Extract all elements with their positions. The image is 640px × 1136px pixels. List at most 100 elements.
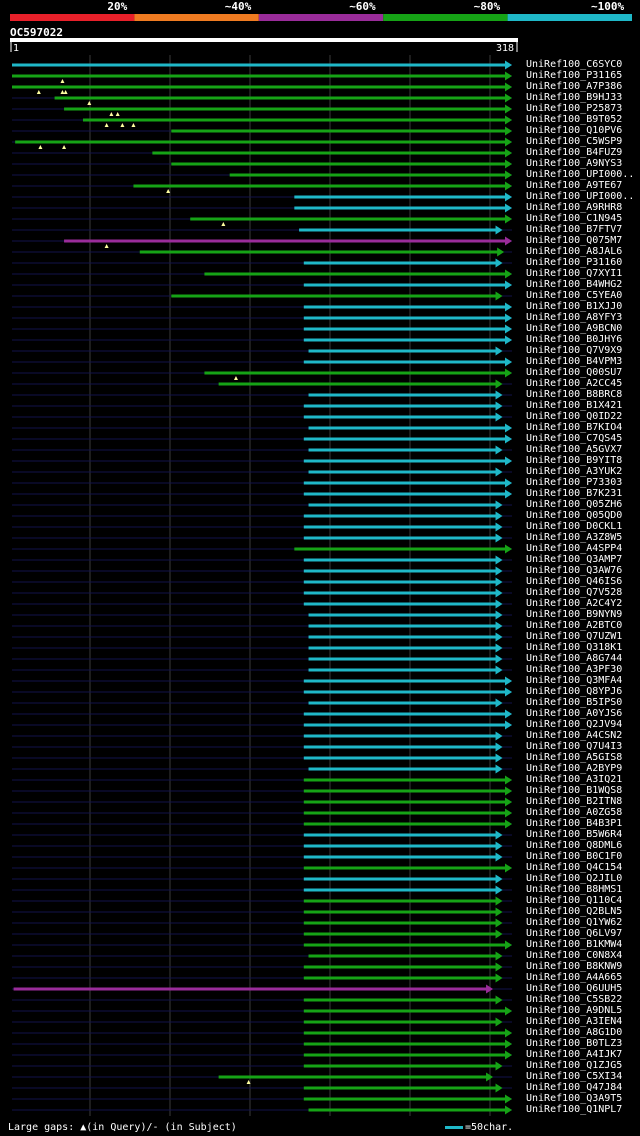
hit-label[interactable]: UniRef100_A3IEN4 (526, 1016, 623, 1027)
hit-label[interactable]: UniRef100_A3Z8W5 (526, 532, 623, 543)
hit-label[interactable]: UniRef100_B9T052 (526, 114, 623, 125)
hit-row-79[interactable] (12, 929, 512, 939)
hit-row-93[interactable] (12, 1083, 512, 1093)
hit-row-26[interactable] (12, 346, 512, 356)
hit-label[interactable]: UniRef100_Q4C154 (526, 862, 623, 873)
hit-label[interactable]: UniRef100_A8YFY3 (526, 312, 623, 323)
hit-label[interactable]: UniRef100_Q10PV6 (526, 125, 623, 136)
hit-row-95[interactable] (12, 1105, 512, 1115)
hit-row-75[interactable] (12, 885, 512, 895)
hit-label[interactable]: UniRef100_B8KNW9 (526, 961, 623, 972)
hit-label[interactable]: UniRef100_Q46IS6 (526, 576, 623, 587)
hit-label[interactable]: UniRef100_B8BRC8 (526, 389, 623, 400)
hit-row-5[interactable] (12, 115, 512, 128)
hit-row-50[interactable] (12, 610, 512, 620)
hit-label[interactable]: UniRef100_Q3MFA4 (526, 675, 623, 686)
hit-row-33[interactable] (12, 423, 512, 433)
hit-label[interactable]: UniRef100_A0YJS6 (526, 708, 623, 719)
hit-label[interactable]: UniRef100_A9RHR8 (526, 202, 623, 213)
hit-label[interactable]: UniRef100_Q1YW62 (526, 917, 623, 928)
hit-label[interactable]: UniRef100_B4B3P1 (526, 818, 623, 829)
hit-row-74[interactable] (12, 874, 512, 884)
hit-row-10[interactable] (12, 170, 512, 180)
hit-row-52[interactable] (12, 632, 512, 642)
hit-label[interactable]: UniRef100_C5WSP9 (526, 136, 623, 147)
hit-row-62[interactable] (12, 742, 512, 752)
hit-label[interactable]: UniRef100_Q8YPJ6 (526, 686, 623, 697)
hit-label[interactable]: UniRef100_A3IQ21 (526, 774, 623, 785)
hit-label[interactable]: UniRef100_B0JHY6 (526, 334, 623, 345)
hit-row-9[interactable] (12, 159, 512, 169)
hit-row-3[interactable] (12, 93, 512, 106)
hit-row-2[interactable] (12, 82, 512, 95)
hit-label[interactable]: UniRef100_Q7UZW1 (526, 631, 623, 642)
hit-label[interactable]: UniRef100_Q00SU7 (526, 367, 623, 378)
hit-row-70[interactable] (12, 830, 512, 840)
hit-row-12[interactable] (12, 192, 512, 202)
hit-label[interactable]: UniRef100_Q7V9X9 (526, 345, 623, 356)
hit-row-43[interactable] (12, 533, 512, 543)
hit-row-16[interactable] (12, 236, 512, 249)
hit-label[interactable]: UniRef100_Q6LV97 (526, 928, 623, 939)
hit-row-1[interactable] (12, 71, 512, 84)
hit-row-45[interactable] (12, 555, 512, 565)
hit-row-42[interactable] (12, 522, 512, 532)
hit-row-7[interactable] (12, 137, 512, 150)
hit-row-78[interactable] (12, 918, 512, 928)
hit-label[interactable]: UniRef100_A9TE67 (526, 180, 623, 191)
hit-row-51[interactable] (12, 621, 512, 631)
hit-row-22[interactable] (12, 302, 512, 312)
hit-label[interactable]: UniRef100_B9YIT8 (526, 455, 623, 466)
hit-label[interactable]: UniRef100_A5GVX7 (526, 444, 623, 455)
hit-label[interactable]: UniRef100_Q0ID22 (526, 411, 623, 422)
hit-row-31[interactable] (12, 401, 512, 411)
hit-row-34[interactable] (12, 434, 512, 444)
hit-row-18[interactable] (12, 258, 512, 268)
hit-row-83[interactable] (12, 973, 512, 983)
hit-label[interactable]: UniRef100_C5SB22 (526, 994, 623, 1005)
hit-label[interactable]: UniRef100_C5YEA0 (526, 290, 623, 301)
hit-row-41[interactable] (12, 511, 512, 521)
hit-row-76[interactable] (12, 896, 512, 906)
hit-label[interactable]: UniRef100_A9BCN0 (526, 323, 623, 334)
hit-row-55[interactable] (12, 665, 512, 675)
hit-row-49[interactable] (12, 599, 512, 609)
hit-row-90[interactable] (12, 1050, 512, 1060)
hit-label[interactable]: UniRef100_B9HJ33 (526, 92, 623, 103)
hit-row-66[interactable] (12, 786, 512, 796)
hit-row-30[interactable] (12, 390, 512, 400)
hit-label[interactable]: UniRef100_P73303 (526, 477, 623, 488)
hit-label[interactable]: UniRef100_B4FUZ9 (526, 147, 623, 158)
hit-row-23[interactable] (12, 313, 512, 323)
hit-label[interactable]: UniRef100_P31160 (526, 257, 623, 268)
hit-row-32[interactable] (12, 412, 512, 422)
hit-label[interactable]: UniRef100_Q2JIL0 (526, 873, 623, 884)
hit-row-65[interactable] (12, 775, 512, 785)
hit-row-81[interactable] (12, 951, 512, 961)
hit-label[interactable]: UniRef100_B9NYN9 (526, 609, 623, 620)
hit-label[interactable]: UniRef100_B8HMS1 (526, 884, 623, 895)
hit-row-92[interactable] (12, 1072, 512, 1085)
hit-row-89[interactable] (12, 1039, 512, 1049)
hit-row-8[interactable] (12, 148, 512, 158)
hit-row-86[interactable] (12, 1006, 512, 1016)
hit-label[interactable]: UniRef100_Q3AW76 (526, 565, 623, 576)
hit-label[interactable]: UniRef100_Q2BLN5 (526, 906, 623, 917)
hit-row-46[interactable] (12, 566, 512, 576)
hit-row-54[interactable] (12, 654, 512, 664)
hit-label[interactable]: UniRef100_Q7V528 (526, 587, 623, 598)
hit-label[interactable]: UniRef100_C0N8X4 (526, 950, 623, 961)
hit-row-14[interactable] (12, 214, 512, 227)
hit-label[interactable]: UniRef100_A7P386 (526, 81, 623, 92)
hit-label[interactable]: UniRef100_A8JAL6 (526, 246, 623, 257)
hit-label[interactable]: UniRef100_Q1NPL7 (526, 1104, 623, 1115)
hit-label[interactable]: UniRef100_Q6UUH5 (526, 983, 623, 994)
hit-label[interactable]: UniRef100_B1WQS8 (526, 785, 623, 796)
hit-label[interactable]: UniRef100_A4A665 (526, 972, 623, 983)
hit-row-19[interactable] (12, 269, 512, 279)
hit-label[interactable]: UniRef100_A4SPP4 (526, 543, 623, 554)
hit-label[interactable]: UniRef100_A4IJK7 (526, 1049, 623, 1060)
hit-label[interactable]: UniRef100_P31165 (526, 70, 623, 81)
hit-label[interactable]: UniRef100_C6SYC0 (526, 59, 623, 70)
hit-label[interactable]: UniRef100_Q318K1 (526, 642, 623, 653)
